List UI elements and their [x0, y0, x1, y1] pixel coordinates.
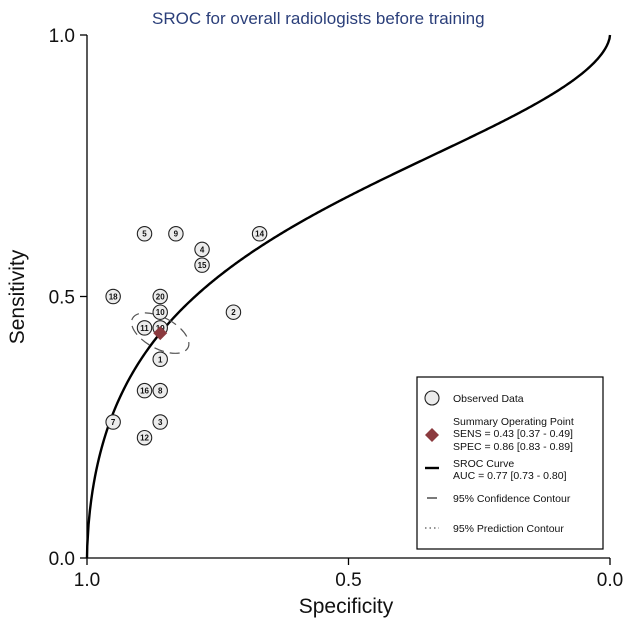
- data-point-marker: [225, 304, 242, 320]
- summary-operating-point: [153, 326, 168, 341]
- y-axis-title: Sensitivity: [6, 249, 29, 344]
- data-point-label: 16: [140, 387, 149, 396]
- legend-box: [416, 376, 604, 550]
- data-point-marker: [136, 225, 153, 242]
- data-point-9: 9: [168, 225, 184, 242]
- x-tick-label: 1.0: [74, 570, 100, 591]
- data-point-12: 12: [136, 429, 153, 446]
- data-point-4: 4: [194, 241, 210, 258]
- data-point-label: 11: [140, 324, 149, 333]
- data-point-label: 3: [158, 418, 163, 427]
- legend-text-summary: SENS = 0.43 [0.37 - 0.49]: [453, 428, 573, 440]
- chart-title: SROC for overall radiologists before tra…: [152, 9, 485, 28]
- legend-observed-symbol: [424, 390, 440, 406]
- data-point-20: 20: [152, 288, 168, 305]
- data-point-label: 12: [140, 434, 149, 443]
- data-point-8: 8: [152, 382, 168, 399]
- data-point-marker: [194, 241, 210, 258]
- data-point-label: 4: [200, 245, 205, 254]
- axes: 0.0 0.5 1.0 1.0 0.5 0.0: [49, 26, 624, 591]
- data-point-marker: [152, 351, 168, 368]
- legend: Observed Data Summary Operating PointSENS…: [416, 376, 604, 550]
- data-point-label: 5: [142, 230, 147, 239]
- data-point-label: 1: [158, 355, 163, 364]
- y-tick-label: 1.0: [49, 26, 75, 47]
- data-point-marker: [136, 382, 153, 399]
- data-point-marker: [136, 320, 153, 336]
- x-tick-label: 0.0: [597, 570, 623, 591]
- y-tick-label: 0.5: [49, 288, 75, 309]
- data-point-marker: [152, 382, 168, 399]
- data-point-marker: [136, 429, 153, 446]
- legend-summary-symbol: [425, 428, 439, 442]
- data-point-label: 8: [158, 387, 163, 396]
- data-point-15: 15: [194, 257, 210, 273]
- y-tick-label: 0.0: [49, 549, 75, 570]
- data-point-5: 5: [136, 225, 153, 242]
- sroc-curve: [85, 34, 612, 559]
- data-point-label: 15: [198, 261, 207, 270]
- data-point-16: 16: [136, 382, 153, 399]
- legend-text-summary: SPEC = 0.86 [0.83 - 0.89]: [453, 441, 573, 453]
- data-point-18: 18: [105, 288, 121, 305]
- data-point-marker: [251, 225, 268, 242]
- data-point-11: 11: [136, 320, 153, 336]
- data-point-10: 10: [152, 304, 168, 320]
- legend-text-sroc: AUC = 0.77 [0.73 - 0.80]: [453, 470, 567, 482]
- data-point-label: 2: [231, 308, 236, 317]
- data-point-14: 14: [251, 225, 268, 242]
- x-tick-label: 0.5: [335, 570, 361, 591]
- x-axis-title: Specificity: [299, 595, 394, 618]
- data-point-marker: [152, 288, 168, 305]
- data-point-marker: [168, 225, 184, 242]
- data-point-marker: [105, 288, 121, 305]
- data-point-marker: [105, 414, 121, 430]
- confidence-contour: [130, 312, 190, 354]
- data-point-marker: [152, 414, 168, 430]
- data-point-label: 20: [156, 293, 165, 302]
- data-point-label: 18: [109, 293, 118, 302]
- data-point-7: 7: [105, 414, 121, 430]
- data-point-label: 10: [156, 308, 165, 317]
- data-point-3: 3: [152, 414, 168, 430]
- data-point-1: 1: [152, 351, 168, 368]
- data-point-marker: [194, 257, 210, 273]
- legend-text-prediction: 95% Prediction Contour: [453, 523, 564, 535]
- legend-text-observed: Observed Data: [453, 393, 524, 405]
- data-point-label: 14: [255, 230, 264, 239]
- legend-text-sroc: SROC Curve: [453, 458, 514, 470]
- data-point-label: 9: [174, 230, 179, 239]
- data-point-marker: [152, 304, 168, 320]
- data-point-2: 2: [225, 304, 242, 320]
- legend-text-confidence: 95% Confidence Contour: [453, 493, 571, 505]
- legend-text-summary: Summary Operating Point: [453, 416, 574, 428]
- data-point-label: 7: [111, 418, 116, 427]
